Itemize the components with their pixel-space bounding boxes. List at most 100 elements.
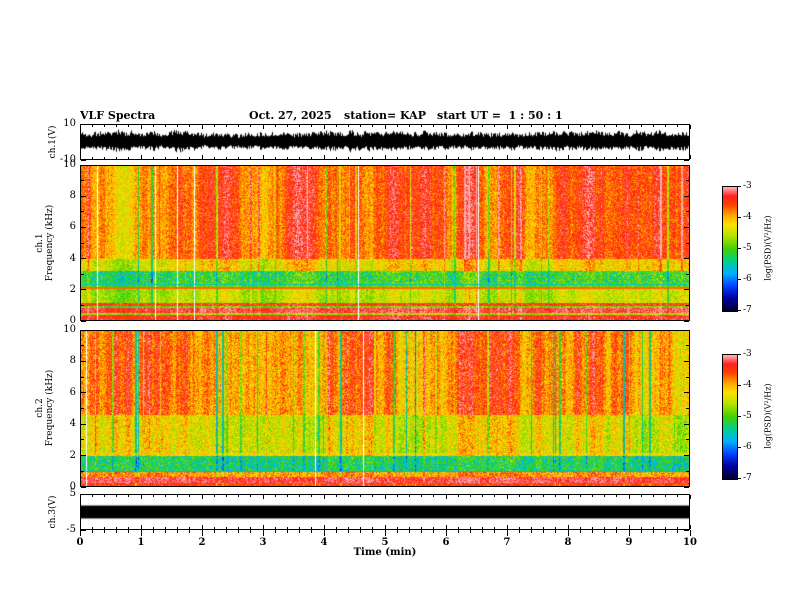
x-inner-tick (396, 125, 398, 127)
ch2-frequency-axis-label: ch.2 Frequency (kHz) (35, 370, 55, 447)
colorbar-ch2-gradient (723, 355, 737, 479)
colorbar-ch1-gradient (723, 187, 737, 311)
y-major-tick (81, 329, 86, 331)
x-inner-tick (286, 157, 288, 159)
x-minor-tick (518, 530, 520, 533)
x-inner-tick (445, 125, 447, 129)
x-inner-tick (177, 125, 179, 127)
y-minor-tick (81, 211, 84, 213)
x-minor-tick (128, 530, 130, 533)
x-inner-tick (372, 125, 374, 127)
y-tick-label: 5 (69, 488, 76, 499)
x-inner-tick (433, 157, 435, 159)
x-inner-tick (238, 157, 240, 159)
x-minor-tick (103, 530, 105, 533)
y-major-tick (684, 529, 689, 531)
y-tick-label: 2 (69, 283, 76, 295)
y-major-tick (684, 258, 689, 260)
x-inner-tick (91, 125, 93, 127)
ch1-waveform-canvas (81, 125, 689, 159)
x-major-tick (79, 530, 81, 536)
colorbar-tick-label: -7 (743, 473, 752, 483)
x-inner-tick (591, 527, 593, 529)
x-inner-tick (189, 125, 191, 127)
x-minor-tick (469, 530, 471, 533)
y-tick-label: 10 (63, 324, 76, 335)
x-inner-tick (604, 125, 606, 127)
x-minor-tick (335, 530, 337, 533)
x-inner-tick (250, 125, 252, 127)
axis-label-line: Frequency (kHz) (45, 204, 55, 282)
x-inner-tick (152, 495, 154, 497)
x-inner-tick (79, 495, 81, 499)
y-major-tick (684, 289, 689, 291)
ch3-waveform-canvas (81, 495, 689, 529)
x-inner-tick (616, 495, 618, 497)
x-tick-label: 10 (683, 537, 697, 548)
x-inner-tick (262, 155, 264, 159)
colorbar-tick-label: -5 (743, 243, 752, 253)
x-minor-tick (457, 530, 459, 533)
y-major-tick (684, 226, 689, 228)
x-inner-tick (579, 157, 581, 159)
colorbar-tick-label: -3 (743, 181, 752, 191)
x-inner-tick (323, 155, 325, 159)
x-inner-tick (445, 525, 447, 529)
x-inner-tick (555, 125, 557, 127)
colorbar-tick-label: -6 (743, 274, 752, 284)
x-inner-tick (567, 155, 569, 159)
x-inner-tick (457, 527, 459, 529)
y-tick-label: 10 (63, 118, 76, 129)
colorbar-tick (738, 278, 741, 280)
y-minor-tick (686, 141, 689, 143)
x-minor-tick (91, 530, 93, 533)
plot-title: VLF Spectra (80, 109, 156, 122)
x-inner-tick (164, 527, 166, 529)
colorbar-tick-label: -3 (743, 349, 752, 359)
x-inner-tick (347, 495, 349, 497)
y-minor-tick (686, 180, 689, 182)
x-inner-tick (543, 527, 545, 529)
x-minor-tick (152, 530, 154, 533)
x-inner-tick (177, 527, 179, 529)
x-minor-tick (189, 530, 191, 533)
x-minor-tick (177, 530, 179, 533)
x-inner-tick (250, 157, 252, 159)
x-minor-tick (616, 530, 618, 533)
y-major-tick (684, 493, 689, 495)
x-inner-tick (286, 527, 288, 529)
x-minor-tick (408, 530, 410, 533)
y-major-tick (684, 164, 689, 166)
x-inner-tick (677, 495, 679, 497)
y-minor-tick (81, 439, 84, 441)
x-inner-tick (299, 495, 301, 497)
x-tick-label: 8 (564, 537, 572, 548)
x-minor-tick (604, 530, 606, 533)
x-inner-tick (201, 155, 203, 159)
x-minor-tick (372, 530, 374, 533)
x-minor-tick (396, 530, 398, 533)
y-minor-tick (81, 180, 84, 182)
x-inner-tick (506, 495, 508, 499)
x-inner-tick (335, 495, 337, 497)
x-inner-tick (396, 527, 398, 529)
x-inner-tick (689, 495, 691, 499)
colorbar-tick-label: -6 (743, 442, 752, 452)
x-inner-tick (591, 495, 593, 497)
x-inner-tick (91, 495, 93, 497)
x-inner-tick (518, 125, 520, 127)
x-minor-tick (677, 530, 679, 533)
x-inner-tick (457, 157, 459, 159)
colorbar-ch2 (722, 354, 738, 480)
x-inner-tick (299, 125, 301, 127)
x-minor-tick (579, 530, 581, 533)
x-inner-tick (506, 155, 508, 159)
x-major-tick (384, 530, 386, 536)
y-major-tick (81, 123, 86, 125)
y-tick-label: -10 (59, 154, 76, 165)
x-inner-tick (530, 495, 532, 497)
x-minor-tick (311, 530, 313, 533)
x-inner-tick (201, 125, 203, 129)
x-major-tick (140, 530, 142, 536)
x-inner-tick (421, 125, 423, 127)
